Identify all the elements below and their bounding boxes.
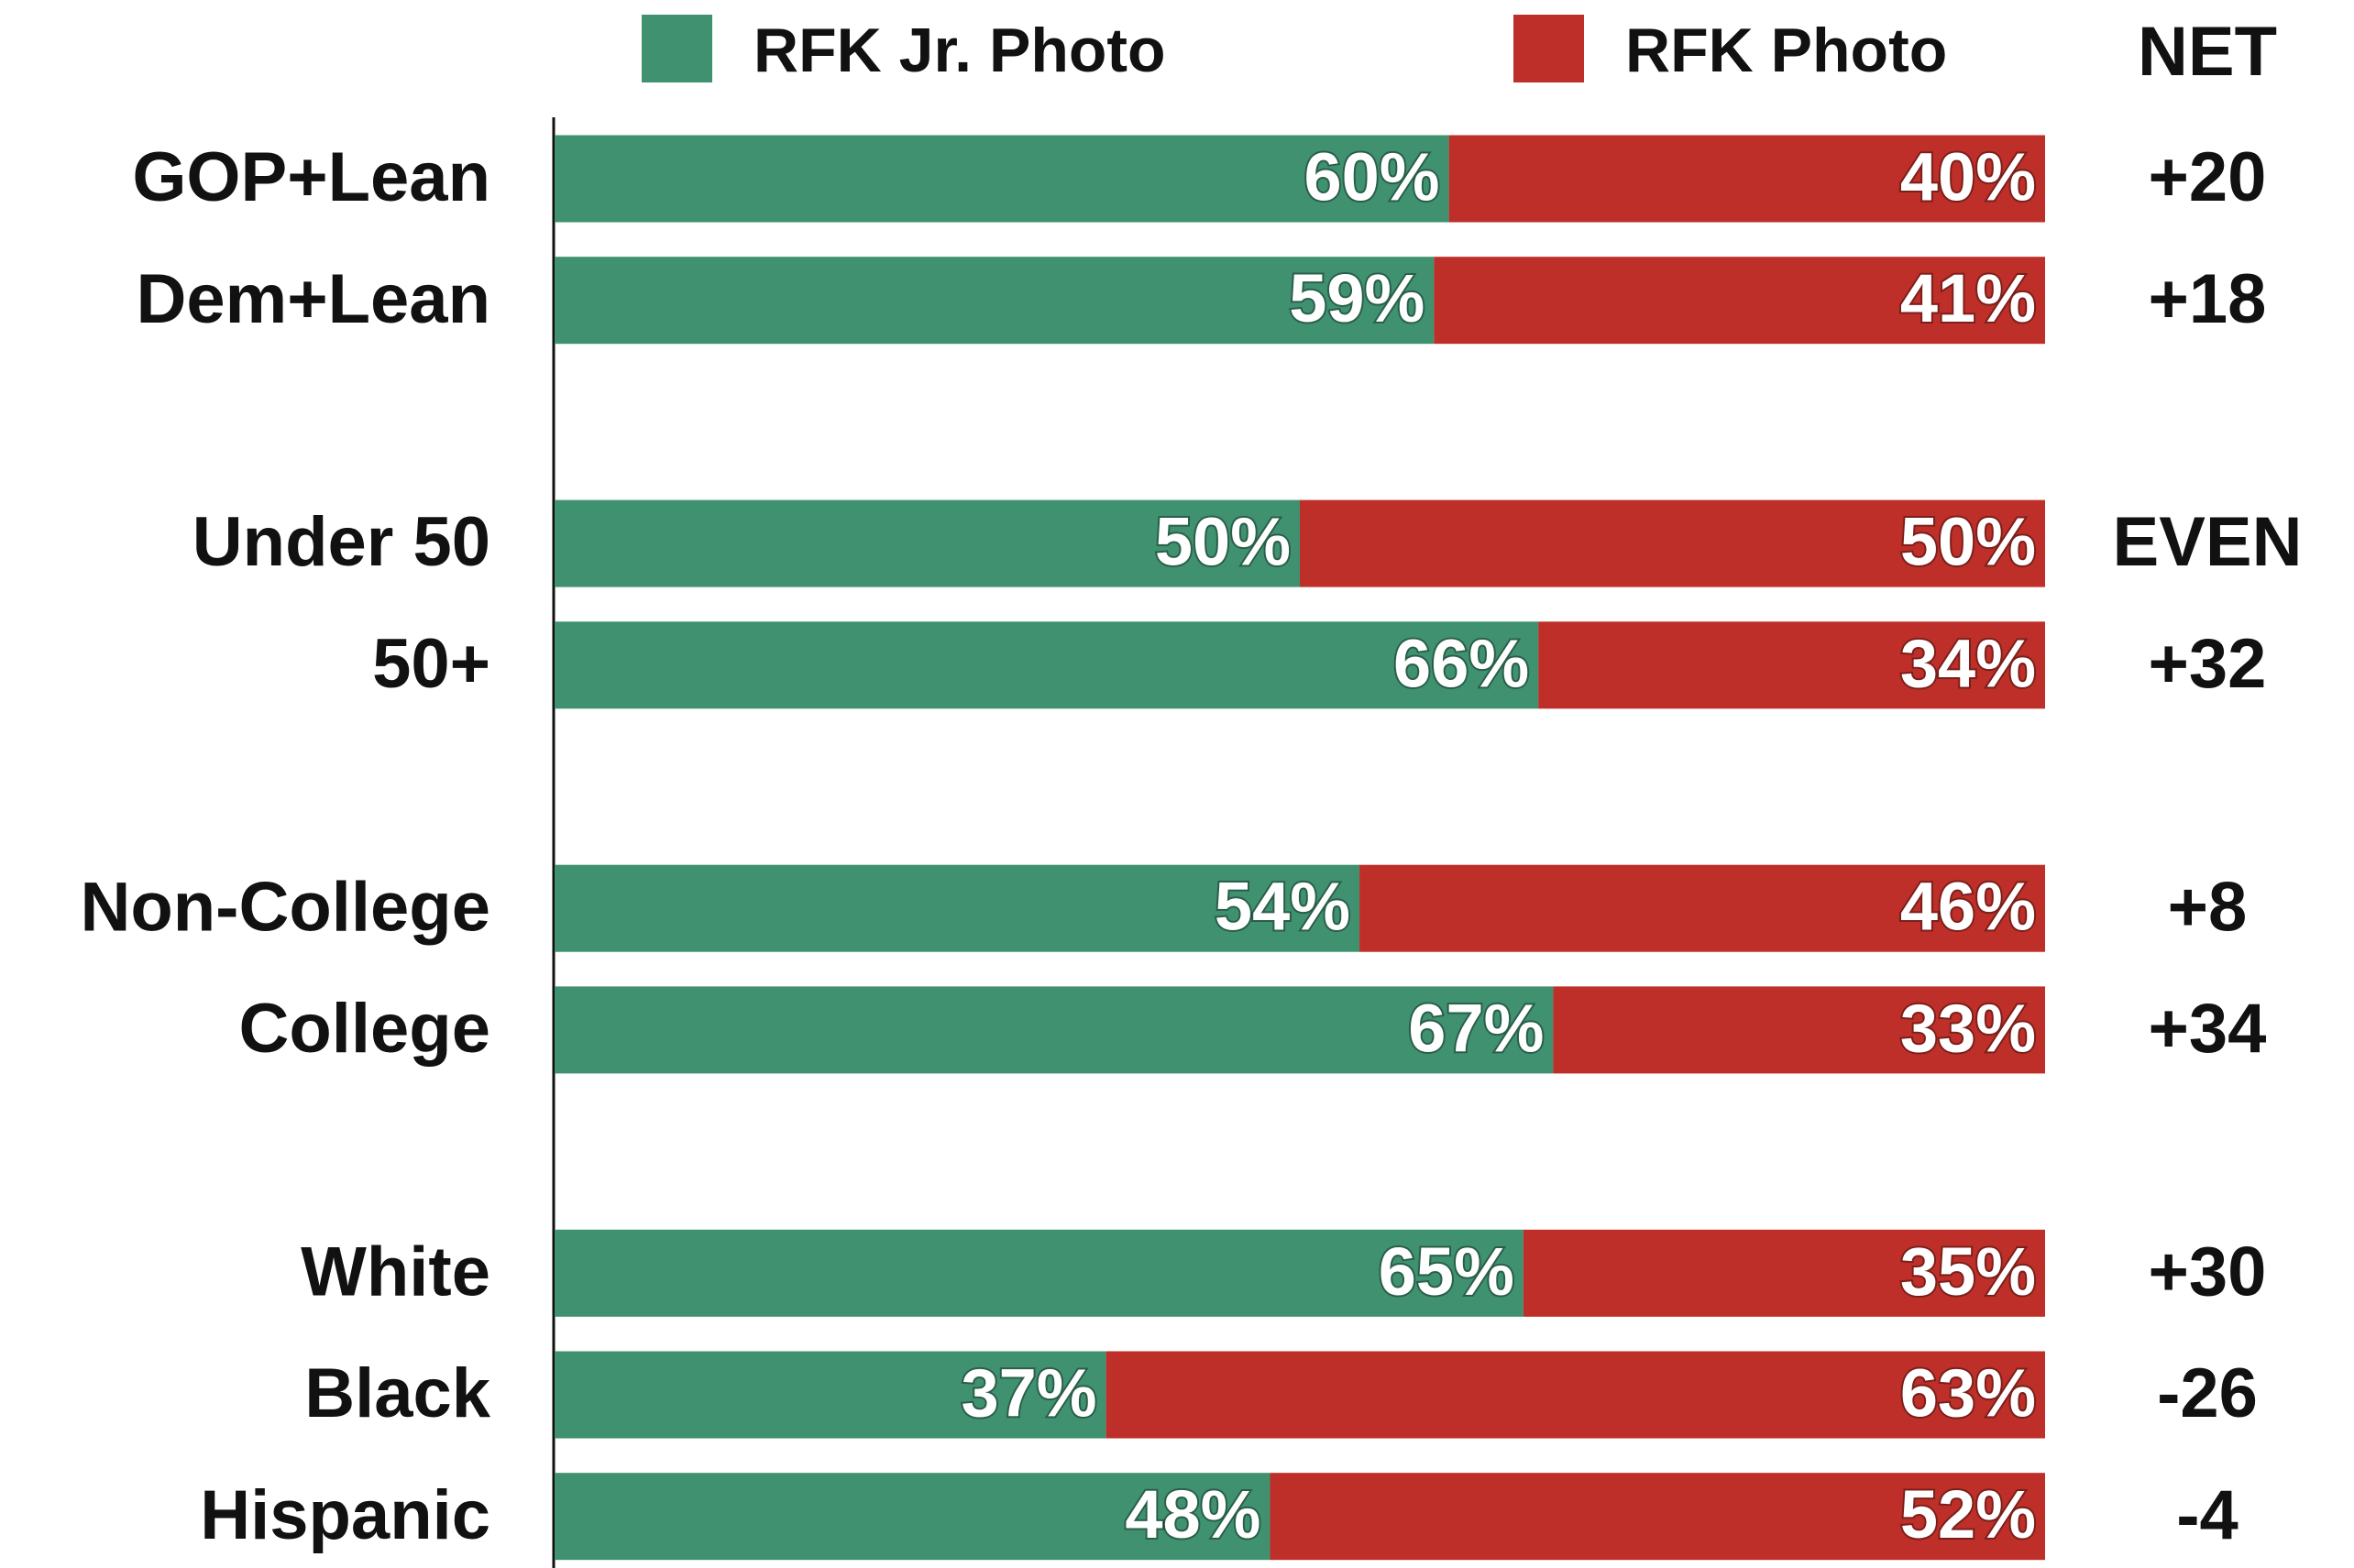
value-label: 46% [1900,869,2036,945]
bar-segment [1359,864,2045,952]
legend-swatch [1513,15,1584,82]
category-label: College [239,990,491,1068]
net-value: +34 [2149,990,2267,1068]
bar-segment [555,1473,1270,1561]
legend-label: RFK Photo [1625,16,1947,85]
legend-swatch [642,15,712,82]
category-label: Dem+Lean [137,260,491,338]
bar-segment [555,257,1435,345]
value-label: 35% [1900,1234,2036,1310]
value-label: 50% [1155,504,1291,580]
value-label: 60% [1304,139,1439,215]
value-label: 50% [1900,504,2036,580]
bar-segment [1538,621,2045,709]
category-label: Non-College [80,868,490,946]
net-value: +8 [2168,868,2248,946]
net-value: +32 [2149,625,2267,703]
value-label: 63% [1900,1355,2036,1431]
value-label: 41% [1900,260,2036,336]
bar-segment [555,499,1300,587]
category-label: Under 50 [192,503,490,581]
net-value: -4 [2176,1476,2238,1554]
bar-segment [1270,1473,2045,1561]
net-header: NET [2138,13,2277,91]
value-label: 67% [1408,990,1544,1066]
bar-segment [555,1351,1106,1439]
category-label: Hispanic [200,1476,490,1554]
net-value: -26 [2157,1354,2258,1432]
bar-segment [555,135,1449,223]
net-value: +18 [2149,260,2267,338]
bar-segment [1300,499,2045,587]
category-label: White [301,1233,490,1310]
value-label: 40% [1900,139,2036,215]
value-label: 66% [1393,625,1529,701]
value-label: 59% [1289,260,1424,336]
bar-segment [1448,135,2045,223]
value-label: 65% [1379,1234,1514,1310]
net-value: +30 [2149,1233,2267,1310]
net-value: +20 [2149,138,2267,216]
bar-segment [555,1229,1524,1317]
category-label: 50+ [372,625,490,703]
value-label: 34% [1900,625,2036,701]
value-label: 54% [1215,869,1350,945]
value-label: 33% [1900,990,2036,1066]
bar-segment [1106,1351,2045,1439]
bar-segment [1553,986,2045,1074]
bar-segment [555,986,1554,1074]
value-label: 37% [962,1355,1097,1431]
bar-segment [1523,1229,2045,1317]
net-value: EVEN [2113,503,2303,581]
value-label: 48% [1125,1476,1260,1552]
category-label: GOP+Lean [132,138,490,216]
legend-label: RFK Jr. Photo [754,16,1166,85]
category-label: Black [304,1354,491,1432]
value-label: 52% [1900,1476,2036,1552]
bar-segment [1434,257,2045,345]
bar-segment [555,864,1360,952]
bar-segment [555,621,1539,709]
